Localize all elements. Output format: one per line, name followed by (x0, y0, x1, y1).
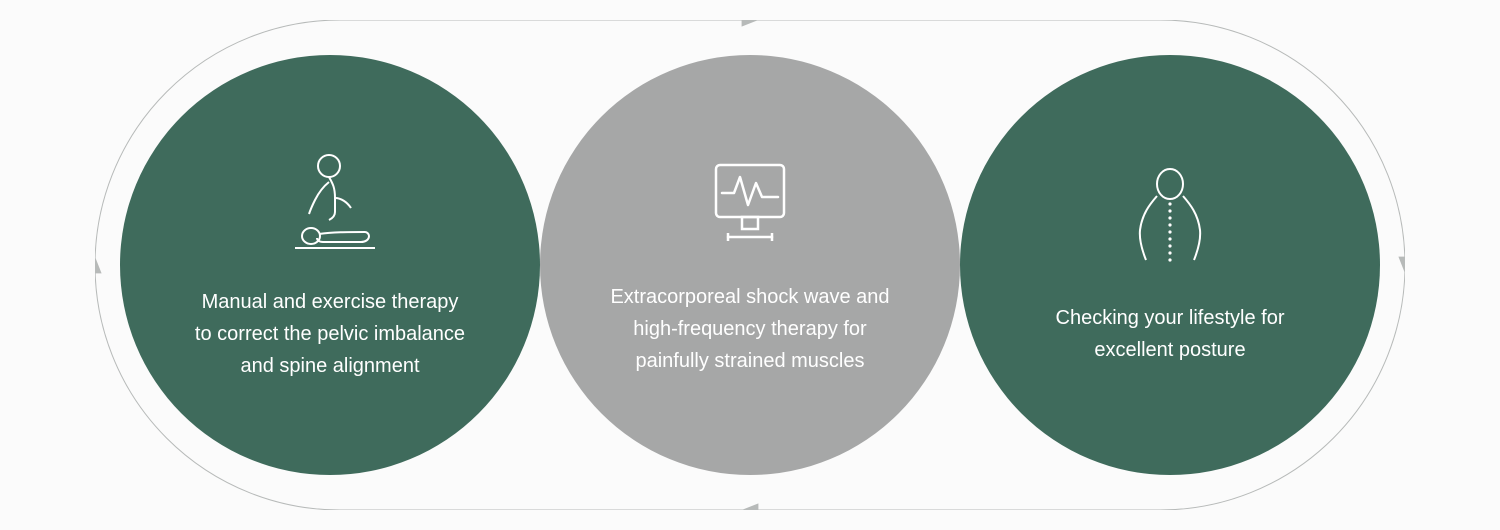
circle-label: Checking your lifestyle for excellent po… (1056, 302, 1285, 366)
therapist-icon (275, 148, 385, 258)
circle-row: Manual and exercise therapy to correct t… (120, 55, 1380, 475)
circle-shockwave-therapy: Extracorporeal shock wave and high-frequ… (540, 55, 960, 475)
monitor-pulse-icon (700, 153, 800, 253)
spine-posture-icon (1120, 164, 1220, 274)
circle-label: Extracorporeal shock wave and high-frequ… (610, 281, 889, 377)
circle-label: Manual and exercise therapy to correct t… (195, 286, 465, 382)
infographic-stage: Manual and exercise therapy to correct t… (0, 0, 1500, 530)
circle-posture-check: Checking your lifestyle for excellent po… (960, 55, 1380, 475)
circle-manual-therapy: Manual and exercise therapy to correct t… (120, 55, 540, 475)
